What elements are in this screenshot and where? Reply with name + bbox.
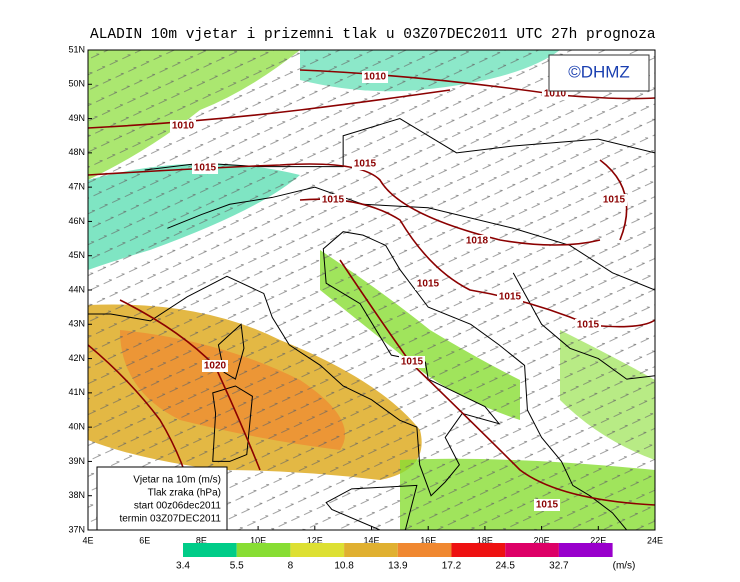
colorbar-box <box>183 543 237 557</box>
colorbar-label: 13.9 <box>388 561 408 572</box>
colorbar-box <box>397 543 452 557</box>
lat-label: 37N <box>68 524 85 534</box>
isobar <box>299 198 655 328</box>
colorbar-label: 24.5 <box>495 561 515 572</box>
lon-label: 22E <box>590 535 606 545</box>
isobar-label: 1015 <box>499 292 522 303</box>
lat-label: 39N <box>68 456 85 466</box>
lon-label: 6E <box>139 535 150 545</box>
isobar-label: 1015 <box>401 357 424 368</box>
isobar-label: 1015 <box>603 195 626 206</box>
info-line: start 00z06dec2011 <box>134 501 222 512</box>
colorbar-box <box>236 543 291 557</box>
colorbar-label: 32.7 <box>549 561 569 572</box>
isobar-label-bg <box>170 120 196 132</box>
colorbar-box <box>558 543 613 557</box>
colorbar: 3.4 5.5 8 10.8 13.9 17.2 24.5 32.7 (m/s) <box>176 543 635 572</box>
title: ALADIN 10m vjetar i prizemni tlak u 03Z0… <box>90 27 656 43</box>
isobar-label-bg <box>352 158 378 170</box>
info-line: termin 03Z07DEC2011 <box>119 514 221 525</box>
colorbar-label: 10.8 <box>334 561 354 572</box>
isobar-label-bg <box>575 319 601 331</box>
isobar-label-bg <box>399 356 425 368</box>
coastline <box>88 231 628 530</box>
colorbar-label: 17.2 <box>442 561 462 572</box>
coastline <box>144 118 655 171</box>
map-area: 1010 1010 1010 1015 1015 1015 1015 1015 1015 1015… <box>88 50 655 530</box>
lat-label: 47N <box>68 182 85 192</box>
lon-label: 20E <box>534 535 550 545</box>
logo: ©DHMZ <box>568 62 630 81</box>
lat-label: 50N <box>68 79 85 89</box>
isobar-label-bg <box>415 278 441 290</box>
lon-label: 12E <box>307 535 323 545</box>
isobar-label-bg <box>192 162 218 174</box>
coastlines <box>88 118 655 530</box>
isobar <box>88 89 451 129</box>
coastline <box>325 484 418 530</box>
colorbar-label: 8 <box>288 561 294 572</box>
colorbar-label: 3.4 <box>176 561 190 572</box>
colorbar-box <box>505 543 559 557</box>
isobar-label: 1020 <box>204 361 227 372</box>
colorbar-box <box>451 543 506 557</box>
isobar-label-bg <box>362 71 388 83</box>
lon-label: 16E <box>420 535 436 545</box>
coastline <box>512 272 655 380</box>
isobar-label-bg <box>202 360 228 372</box>
isobar-label-bg <box>320 194 346 206</box>
lat-label: 44N <box>68 284 85 294</box>
colorbar-box <box>290 543 345 557</box>
isobar <box>339 259 655 506</box>
isobar-label: 1015 <box>322 195 345 206</box>
lon-label: 4E <box>82 535 93 545</box>
colorbar-unit: (m/s) <box>613 561 636 572</box>
lat-label: 48N <box>68 147 85 157</box>
isobar-label: 1015 <box>417 279 440 290</box>
lon-label: 18E <box>477 535 493 545</box>
lon-label: 10E <box>250 535 266 545</box>
isobar-label-bg <box>534 499 560 511</box>
lat-label: 40N <box>68 422 85 432</box>
axes: 51N 50N 49N 48N 47N 46N 45N 44N 43N 42N 41N 40N 39N 3… <box>68 44 663 545</box>
isobar-label: 1015 <box>577 320 600 331</box>
isobar-label: 1010 <box>544 89 567 100</box>
isobar-label: 1015 <box>194 163 217 174</box>
colorbar-box <box>344 543 398 557</box>
isobar-label-bg <box>601 194 627 206</box>
lat-label: 43N <box>68 319 85 329</box>
lat-label: 51N <box>68 44 85 54</box>
isobar-label: 1015 <box>354 159 377 170</box>
info-lines: Vjetar na 10m (m/s) Tlak zraka (hPa) start… <box>119 475 221 525</box>
lat-label: 49N <box>68 113 85 123</box>
info-box <box>96 466 228 531</box>
isobar-label: 1010 <box>172 121 195 132</box>
logo-box <box>548 54 650 92</box>
coastline <box>212 385 253 462</box>
info-line: Vjetar na 10m (m/s) <box>133 475 221 486</box>
lat-label: 41N <box>68 387 85 397</box>
colorbar-label: 5.5 <box>230 561 244 572</box>
isobar <box>299 69 655 100</box>
isobar-labels: 1010 1010 1010 1015 1015 1015 1015 1015 1015 1015… <box>170 71 627 511</box>
info-line: Tlak zraka (hPa) <box>148 488 221 499</box>
lon-label: 24E <box>647 535 663 545</box>
isobar-label-bg <box>497 291 523 303</box>
isobar-label: 1018 <box>466 236 489 247</box>
isobar-label: 1010 <box>364 72 387 83</box>
lat-label: 46N <box>68 216 85 226</box>
isobar-label: 1015 <box>536 500 559 511</box>
lat-label: 42N <box>68 353 85 363</box>
lon-label: 8E <box>196 535 207 545</box>
lat-label: 38N <box>68 490 85 500</box>
lon-label: 14E <box>363 535 379 545</box>
isobar-label-bg <box>464 235 490 247</box>
lat-label: 45N <box>68 250 85 260</box>
